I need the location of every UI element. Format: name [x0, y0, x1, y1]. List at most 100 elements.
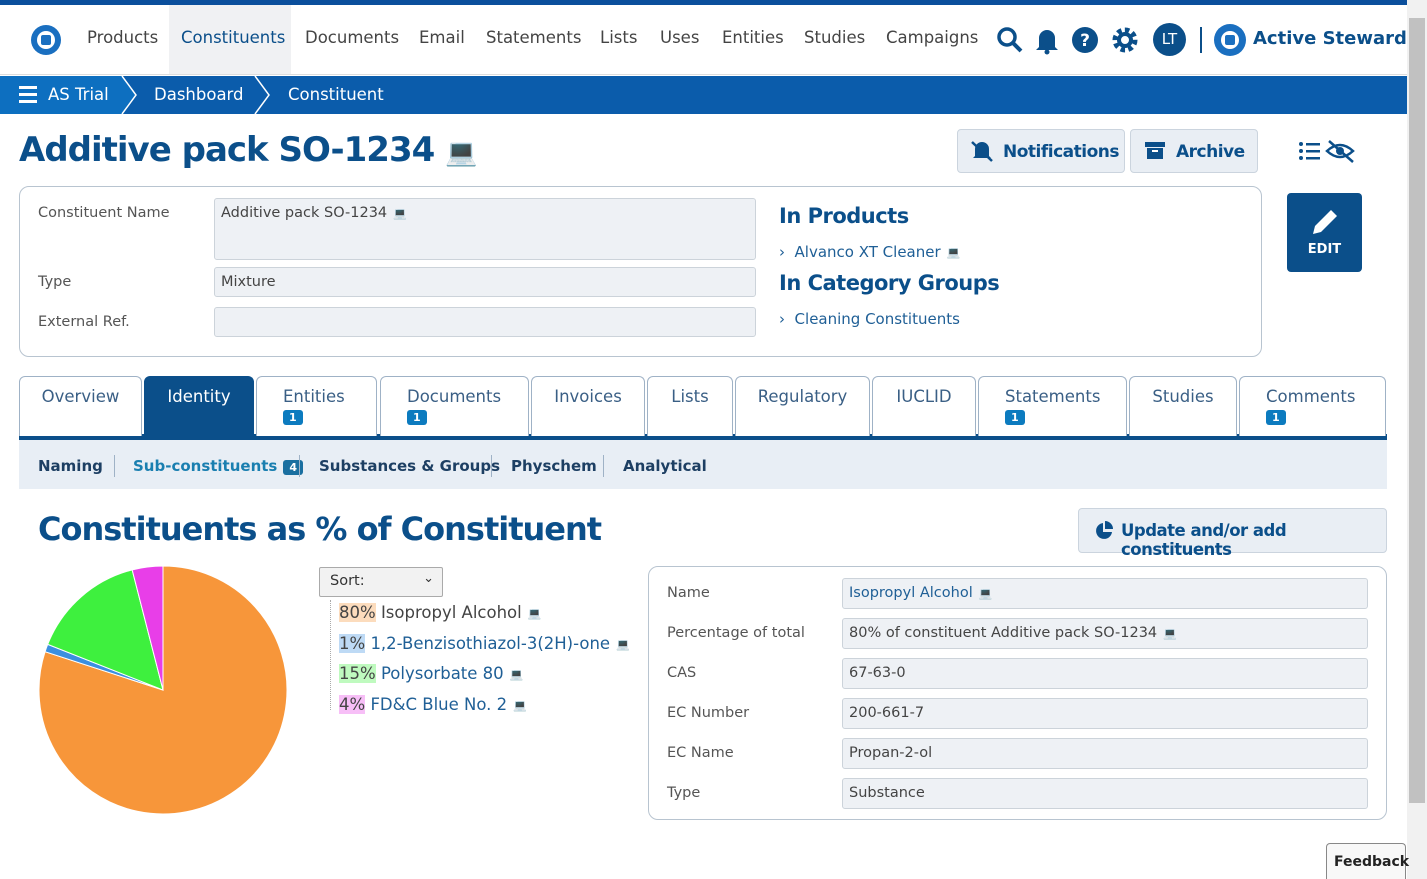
edit-button[interactable]: EDIT	[1287, 193, 1362, 272]
nav-active-bg	[169, 5, 291, 74]
sort-label: Sort:	[330, 573, 365, 589]
nav-item[interactable]: Products	[87, 28, 159, 47]
button-label: Notifications	[1003, 142, 1120, 162]
tab-badge: 1	[1266, 410, 1286, 425]
tab[interactable]: Studies	[1129, 376, 1237, 436]
pc-icon: 💻	[393, 206, 407, 220]
subtab[interactable]: Sub-constituents 4	[133, 457, 304, 475]
legend-item[interactable]: 1% 1,2-Benzisothiazol-3(2H)-one 💻	[339, 633, 630, 653]
nav-item[interactable]: Entities	[722, 28, 784, 47]
nav-item[interactable]: Constituents	[181, 28, 286, 47]
subtab-label: Substances & Groups	[319, 457, 500, 475]
value-text: 67-63-0	[849, 665, 906, 681]
brand[interactable]: Active Steward	[1253, 28, 1407, 49]
subtab[interactable]: Naming	[38, 457, 103, 475]
field-input[interactable]	[214, 307, 756, 337]
scroll-thumb[interactable]	[1409, 18, 1425, 803]
nav-item[interactable]: Documents	[305, 28, 400, 47]
tab[interactable]: Statements 1	[978, 376, 1127, 436]
tab[interactable]: Regulatory	[735, 376, 870, 436]
breadcrumb-item[interactable]: Dashboard	[154, 85, 244, 104]
page-title: Additive pack SO-1234 💻	[19, 130, 477, 170]
pc-icon: 💻	[513, 698, 527, 712]
nav-item[interactable]: Campaigns	[886, 28, 979, 47]
pc-icon: 💻	[527, 607, 542, 620]
tab-label: Studies	[1152, 387, 1214, 406]
nav-item[interactable]: Statements	[486, 28, 582, 47]
tab[interactable]: Comments 1	[1239, 376, 1386, 436]
legend-item[interactable]: 80% Isopropyl Alcohol 💻	[339, 603, 541, 622]
tab[interactable]: Lists	[647, 376, 733, 436]
field-input[interactable]: Mixture	[214, 267, 756, 297]
field-input[interactable]: Additive pack SO-1234 💻	[214, 198, 756, 260]
update-button[interactable]: Update and/or add constituents	[1078, 508, 1387, 559]
category-link[interactable]: › Cleaning Constituents	[779, 310, 960, 328]
link-text: Alvanco XT Cleaner	[794, 243, 941, 261]
tab[interactable]: Overview	[19, 376, 142, 436]
product-link[interactable]: › Alvanco XT Cleaner 💻	[779, 243, 961, 261]
subtab-badge: 4	[283, 460, 304, 475]
value-text: Isopropyl Alcohol	[849, 585, 973, 601]
link-text: Cleaning Constituents	[794, 310, 960, 328]
legend-value: 4%	[339, 694, 366, 714]
pie-slice[interactable]	[47, 569, 164, 691]
subtab[interactable]: Physchem	[511, 457, 597, 475]
tab-label: IUCLID	[896, 387, 952, 406]
separator	[114, 455, 115, 477]
nav-icons: ?	[997, 27, 1138, 55]
tab-text: Documents 1	[381, 387, 528, 425]
avatar[interactable]: LT	[1153, 23, 1186, 56]
nav-item[interactable]: Uses	[660, 28, 700, 47]
field-value: Mixture	[221, 274, 276, 290]
legend-item[interactable]: 15% Polysorbate 80 💻	[339, 664, 523, 683]
legend-value: 80%	[339, 603, 376, 622]
divider	[1200, 27, 1202, 53]
tab-text: Entities 1	[257, 387, 376, 425]
value-text: 200-661-7	[849, 705, 925, 721]
tab-label: Overview	[41, 387, 120, 406]
legend-item[interactable]: 4% FD&C Blue No. 2 💻	[339, 694, 527, 714]
in-products-heading: In Products	[779, 204, 909, 228]
top-stripe	[0, 0, 1427, 5]
nav-item[interactable]: Lists	[600, 28, 638, 47]
subtab[interactable]: Analytical	[623, 457, 707, 475]
legend-label: 1,2-Benzisothiazol-3(2H)-one	[370, 633, 611, 653]
tab-text: Comments 1	[1240, 387, 1385, 425]
detail-label: Name	[667, 585, 710, 601]
tab[interactable]: IUCLID	[872, 376, 976, 436]
view-icons[interactable]	[1298, 139, 1358, 165]
tab-label: Statements	[1005, 387, 1101, 406]
field-value: Additive pack SO-1234	[221, 205, 388, 221]
legend-guide	[330, 600, 332, 710]
pc-icon: 💻	[509, 668, 524, 681]
sort-select[interactable]: Sort: ⌄	[319, 567, 443, 597]
nav-item[interactable]: Studies	[804, 28, 866, 47]
tab[interactable]: Identity	[144, 376, 254, 436]
nav-border	[0, 74, 1407, 75]
field-label: Constituent Name	[38, 205, 170, 221]
detail-card	[648, 566, 1387, 820]
tab[interactable]: Invoices	[531, 376, 645, 436]
field-label: External Ref.	[38, 314, 130, 330]
tab-label: Identity	[167, 387, 231, 406]
tab-label: Comments	[1266, 387, 1356, 406]
tab[interactable]: Entities 1	[256, 376, 377, 436]
legend-label: FD&C Blue No. 2	[370, 694, 508, 714]
subtab[interactable]: Substances & Groups	[319, 457, 500, 475]
tab[interactable]: Documents 1	[380, 376, 529, 436]
form-card	[19, 186, 1262, 357]
detail-label: Percentage of total	[667, 625, 805, 641]
tab-badge: 1	[407, 410, 427, 425]
separator	[491, 455, 492, 477]
breadcrumb-item[interactable]: AS Trial	[48, 85, 109, 104]
value-text: Propan-2-ol	[849, 745, 933, 761]
feedback-button[interactable]: Feedback	[1326, 843, 1409, 879]
pie-slice[interactable]	[131, 565, 164, 691]
nav-item[interactable]: Email	[419, 28, 465, 47]
logo	[31, 25, 61, 55]
tab-label: Invoices	[554, 387, 622, 406]
detail-value: 80% of constituent Additive pack SO-1234…	[842, 618, 1368, 649]
breadcrumb-bar	[0, 76, 1407, 114]
in-category-heading: In Category Groups	[779, 271, 1000, 295]
breadcrumb-item[interactable]: Constituent	[288, 85, 384, 104]
